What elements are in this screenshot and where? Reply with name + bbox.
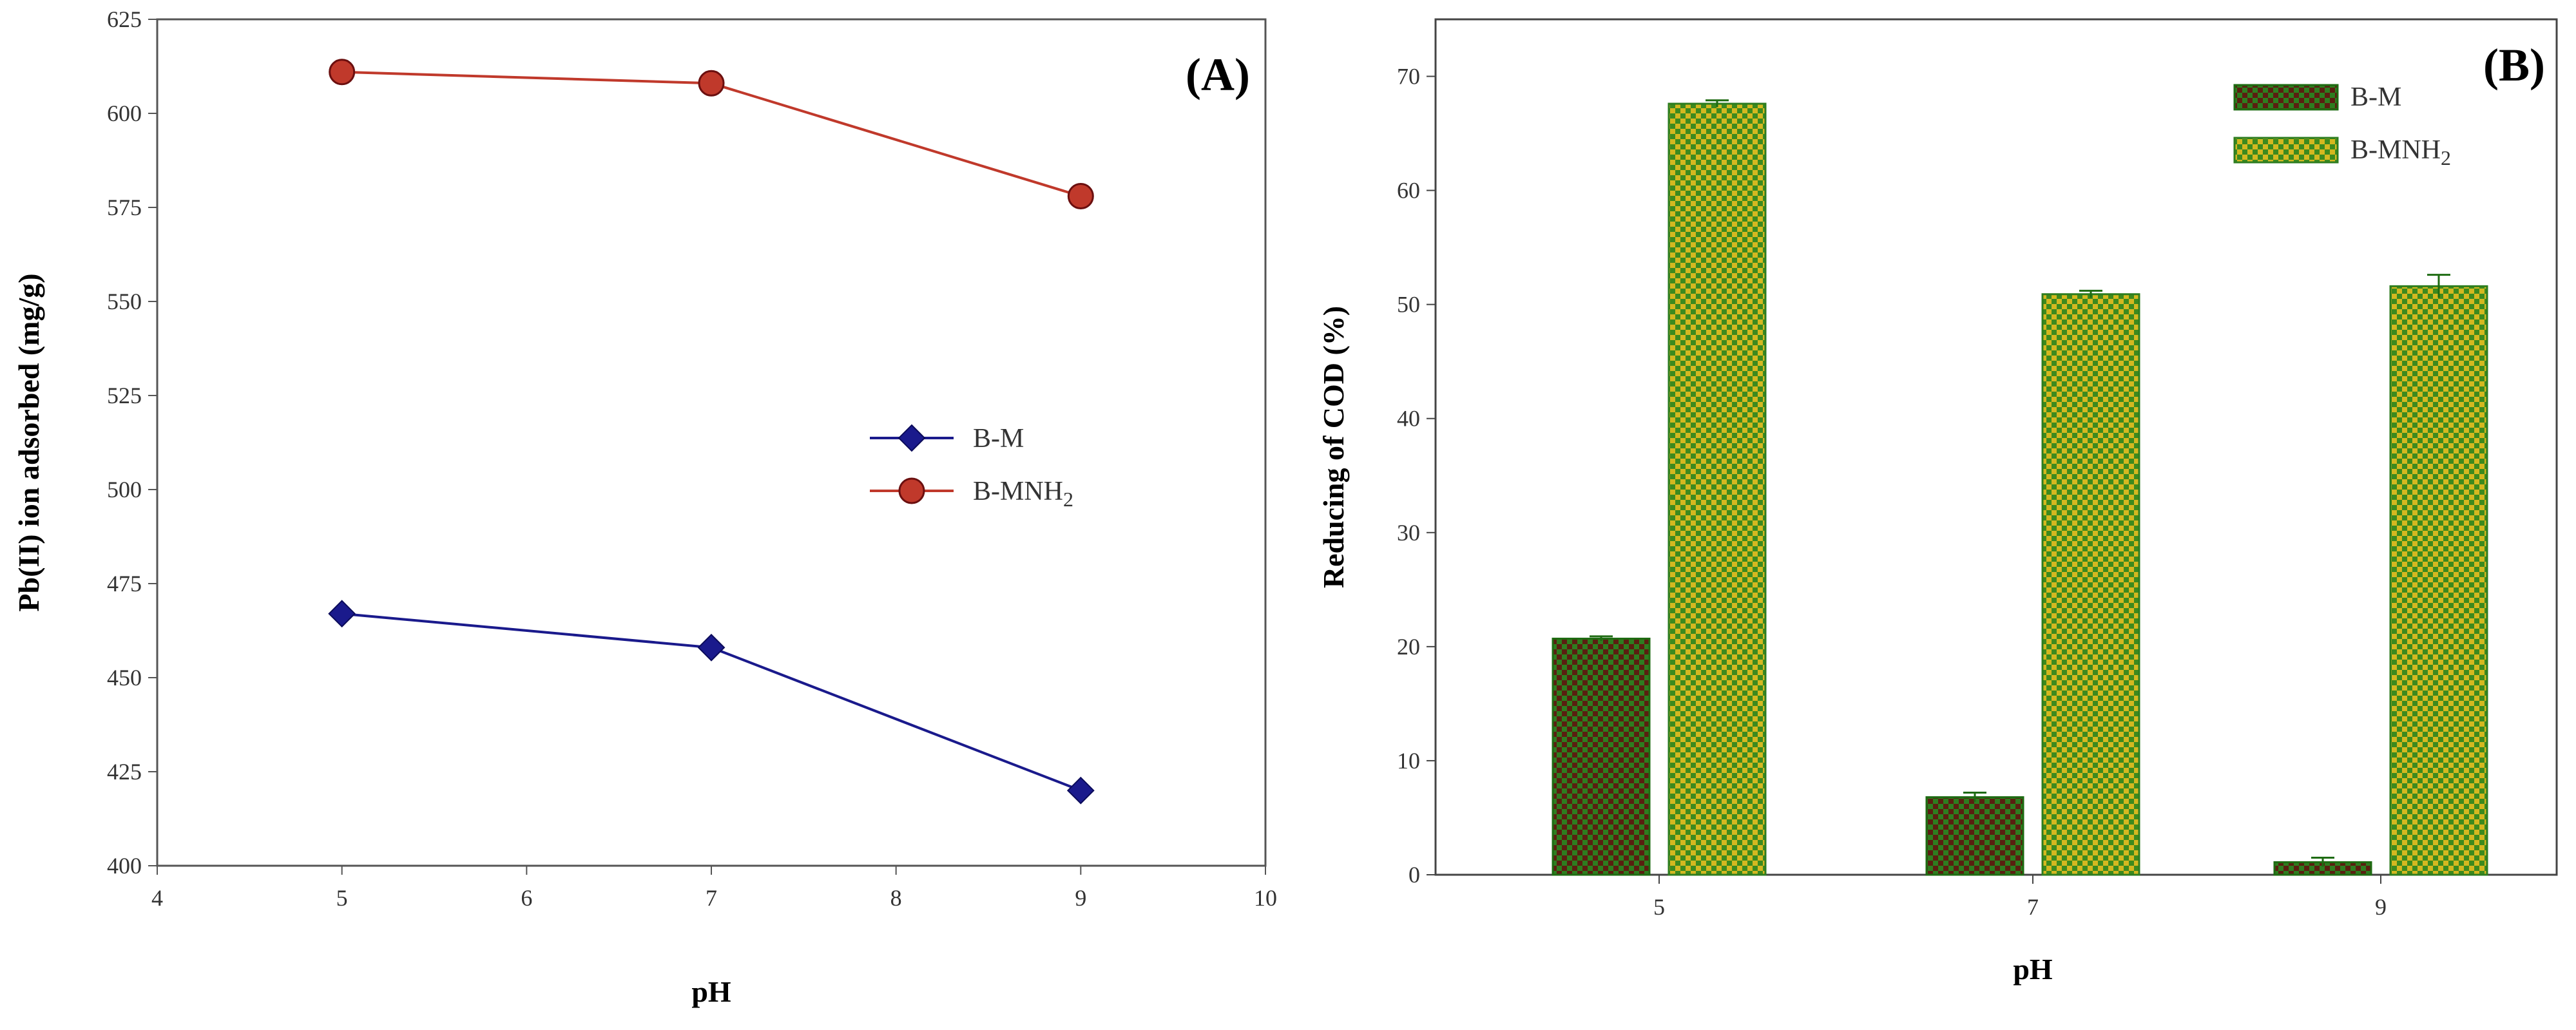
y-axis-title: Reducing of COD (%) [1317, 306, 1350, 588]
legend-label: B-MNH2 [2350, 135, 2451, 169]
bar-b-m [1552, 637, 1651, 876]
panel-label: (B) [2483, 39, 2545, 91]
data-point [328, 600, 356, 628]
legend-marker [898, 477, 925, 504]
legend-label-subscript: 2 [2441, 146, 2451, 169]
x-tick-label: 5 [336, 885, 348, 911]
data-point [329, 59, 356, 86]
x-tick-label: 9 [2375, 894, 2387, 920]
legend-swatch [2233, 137, 2339, 164]
x-tick-label: 7 [706, 885, 717, 911]
y-tick-label: 625 [107, 6, 142, 32]
x-tick-label: 4 [151, 885, 163, 911]
chart-panel-a: 4 5 6 7 8 9 10 400 425 450 475 500 525 550 575 600 625 B… [12, 6, 1277, 1008]
y-tick-label: 30 [1397, 520, 1420, 546]
y-tick-label: 60 [1397, 178, 1420, 204]
y-tick-label: 10 [1397, 748, 1420, 774]
legend-label: B-M [2350, 82, 2401, 112]
x-axis-title: pH [2013, 953, 2053, 986]
data-point [1067, 182, 1094, 209]
legend-label-main: B-M [973, 424, 1024, 453]
legend-marker [898, 424, 926, 452]
bar-b-mnh2 [2389, 285, 2488, 876]
y-axis-title: Pb(II) ion adsorbed (mg/g) [12, 273, 45, 611]
legend-label-main: B-MNH [973, 477, 1063, 506]
y-tick-label: 40 [1397, 406, 1420, 432]
x-tick-label: 10 [1254, 885, 1277, 911]
legend-label-subscript: 2 [1063, 488, 1073, 511]
bar-b-mnh2 [1668, 102, 1767, 876]
chart-panel-b: 0 10 20 30 40 50 60 70 5 7 9 B-M B-MNH2 (B) pH Redu… [1317, 18, 2558, 986]
legend-label-main: B-MNH [2350, 135, 2441, 165]
y-tick-label: 450 [107, 665, 142, 691]
legend-swatch [2233, 84, 2339, 111]
data-point [698, 70, 725, 97]
x-axis-title: pH [691, 975, 731, 1008]
bar-b-mnh2 [2041, 293, 2140, 876]
y-tick-label: 425 [107, 759, 142, 785]
y-tick-label: 600 [107, 100, 142, 126]
x-tick-label: 7 [2027, 894, 2039, 920]
legend-label-main: B-M [2350, 82, 2401, 112]
y-tick-label: 50 [1397, 292, 1420, 318]
y-tick-label: 475 [107, 571, 142, 596]
bar-b-m [1925, 796, 2024, 876]
x-tick-label: 5 [1653, 894, 1665, 920]
data-point [1066, 776, 1095, 805]
legend-label: B-MNH2 [973, 477, 1073, 511]
y-tick-label: 550 [107, 289, 142, 314]
x-tick-label: 6 [521, 885, 532, 911]
y-tick-label: 70 [1397, 64, 1420, 90]
plot-area-frame [156, 18, 1267, 867]
y-tick-label: 525 [107, 383, 142, 408]
y-tick-label: 500 [107, 477, 142, 502]
y-tick-label: 0 [1408, 862, 1420, 888]
y-tick-label: 400 [107, 853, 142, 879]
y-tick-label: 575 [107, 195, 142, 220]
legend-label: B-M [973, 424, 1024, 453]
data-point [697, 633, 726, 662]
x-tick-label: 8 [890, 885, 902, 911]
x-tick-label: 9 [1075, 885, 1086, 911]
y-tick-label: 20 [1397, 634, 1420, 660]
panel-label: (A) [1186, 49, 1250, 100]
